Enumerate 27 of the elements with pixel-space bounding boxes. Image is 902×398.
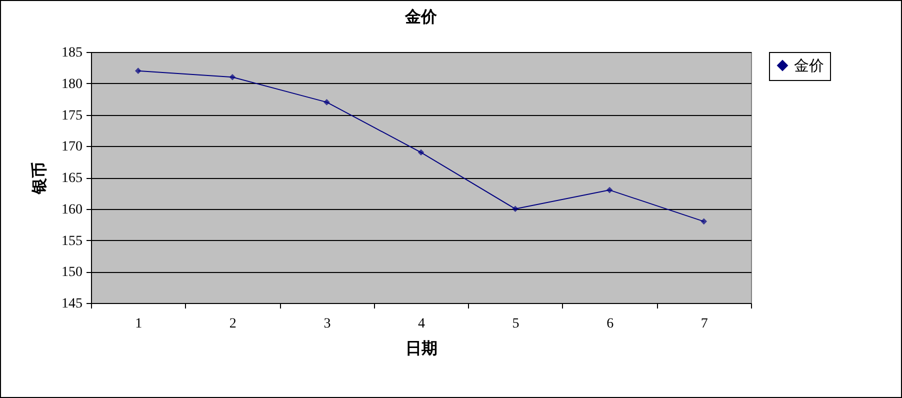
y-tick-label: 185 — [62, 46, 82, 60]
x-tick-label: 1 — [135, 316, 142, 332]
y-tick-label: 150 — [62, 265, 82, 280]
point — [134, 68, 142, 74]
x-tick-label: 5 — [512, 316, 520, 332]
point — [229, 74, 236, 80]
x-axis-title: 日期 — [406, 340, 438, 358]
x-tick-label: 7 — [700, 316, 708, 332]
point — [324, 99, 330, 106]
x-tick-label: 2 — [229, 316, 236, 332]
x-tick-label: 4 — [418, 316, 425, 332]
chart-title: 金价 — [404, 8, 438, 26]
x-tick-label: 3 — [324, 316, 331, 332]
legend-label: 金价 — [794, 58, 824, 74]
y-tick-label: 180 — [62, 76, 82, 92]
y-tick-label: 160 — [62, 202, 82, 218]
point — [512, 206, 518, 212]
point — [418, 149, 424, 156]
x-tick-label: 6 — [606, 316, 614, 332]
point — [700, 218, 708, 225]
y-tick-label: 165 — [62, 171, 82, 186]
point — [606, 186, 613, 194]
y-tick-label: 175 — [62, 108, 82, 124]
y-tick-label: 155 — [62, 234, 82, 249]
y-tick-label: 145 — [62, 296, 82, 312]
y-tick-label: 170 — [62, 140, 82, 155]
y-axis-title: 银币 — [30, 162, 48, 195]
